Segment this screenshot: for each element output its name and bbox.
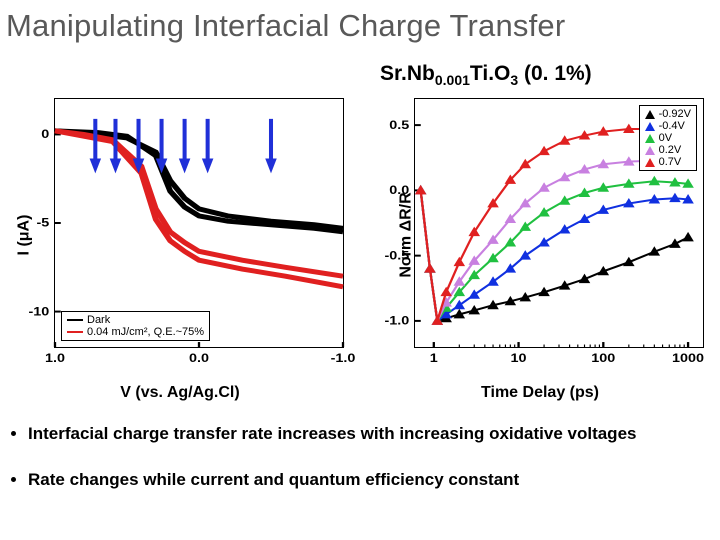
svg-text:-1.0: -1.0 [384,314,409,328]
legend-label-light: 0.04 mJ/cm², Q.E.~75% [87,326,204,338]
iv-chart: I (μA) -10-501.00.0-1.0 Dark 0.04 mJ/cm²… [8,90,352,380]
svg-text:100: 100 [591,351,615,365]
svg-text:1.0: 1.0 [45,351,65,365]
iv-legend-light: 0.04 mJ/cm², Q.E.~75% [67,326,204,338]
svg-text:1: 1 [430,351,439,365]
iv-legend: Dark 0.04 mJ/cm², Q.E.~75% [61,311,210,341]
charts-row: I (μA) -10-501.00.0-1.0 Dark 0.04 mJ/cm²… [8,90,712,380]
svg-text:1000: 1000 [672,351,704,365]
svg-text:-1.0: -1.0 [331,351,356,365]
svg-text:0.0: 0.0 [389,183,409,197]
svg-text:0.0: 0.0 [189,351,209,365]
compound-subtitle: Sr.Nb0.001Ti.O3 (0. 1%) [380,62,592,88]
legend-label: -0.92V [659,108,691,120]
iv-ylabel: I (μA) [15,215,33,256]
iv-xlabel: V (vs. Ag/Ag.Cl) [120,384,239,402]
legend-label: 0.7V [659,156,682,168]
decay-legend-row: 0.2V [645,144,691,156]
legend-label: 0.2V [659,144,682,156]
legend-label-dark: Dark [87,314,110,326]
legend-marker-icon [645,134,655,143]
decay-legend-row: 0.7V [645,156,691,168]
legend-marker-icon [645,158,655,167]
svg-text:-0.5: -0.5 [384,248,409,262]
iv-legend-dark: Dark [67,314,204,326]
legend-label: 0V [659,132,672,144]
legend-marker-icon [645,110,655,119]
decay-legend-row: -0.92V [645,108,691,120]
svg-text:10: 10 [511,351,527,365]
bullet-list: Interfacial charge transfer rate increas… [28,424,692,516]
svg-text:0.5: 0.5 [389,118,410,132]
decay-legend-row: 0V [645,132,691,144]
decay-ylabel: Norm ΔR/R [398,192,416,277]
decay-legend-row: -0.4V [645,120,691,132]
svg-text:-5: -5 [36,216,49,230]
svg-text:0: 0 [41,127,49,141]
page-title: Manipulating Interfacial Charge Transfer [6,8,714,44]
formula-part-2: Ti.O [470,62,510,85]
decay-chart: Norm ΔR/R 1101001000-1.0-0.50.00.5 -0.92… [368,90,712,380]
legend-swatch-light [67,331,83,333]
bullet-1: Interfacial charge transfer rate increas… [28,424,692,444]
iv-svg: -10-501.00.0-1.0 [55,99,343,347]
formula-sub-1: 0.001 [435,72,470,88]
decay-legend: -0.92V-0.4V0V0.2V0.7V [639,105,697,171]
legend-swatch-dark [67,319,83,321]
legend-marker-icon [645,122,655,131]
formula-part-1: Sr.Nb [380,62,435,85]
bullet-2: Rate changes while current and quantum e… [28,470,692,490]
formula-sub-2: 3 [510,72,518,88]
decay-xlabel: Time Delay (ps) [481,384,599,402]
legend-label: -0.4V [659,120,685,132]
svg-text:-10: -10 [28,304,49,318]
formula-tail: (0. 1%) [518,62,592,85]
legend-marker-icon [645,146,655,155]
decay-plot-area: 1101001000-1.0-0.50.00.5 -0.92V-0.4V0V0.… [414,98,704,348]
iv-plot-area: -10-501.00.0-1.0 Dark 0.04 mJ/cm², Q.E.~… [54,98,344,348]
